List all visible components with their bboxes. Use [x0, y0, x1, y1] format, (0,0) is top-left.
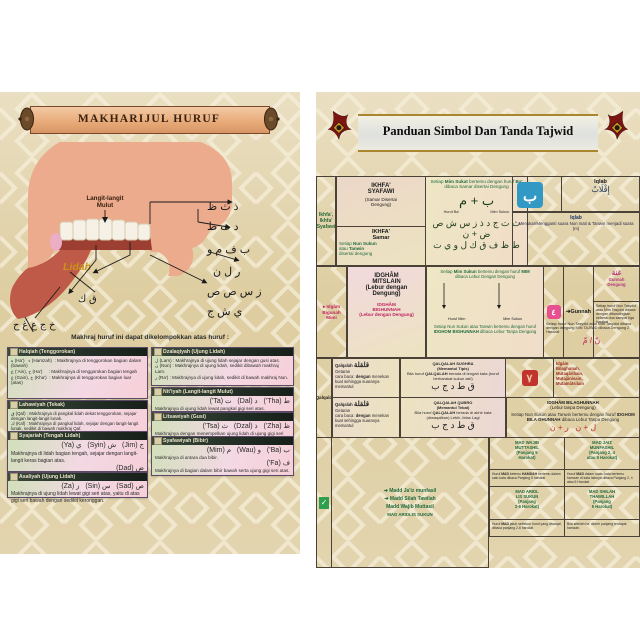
svg-text:Langit-langit: Langit-langit — [86, 195, 123, 202]
svg-text:ب: ب — [523, 188, 537, 205]
svg-text:Mulut: Mulut — [97, 202, 114, 209]
